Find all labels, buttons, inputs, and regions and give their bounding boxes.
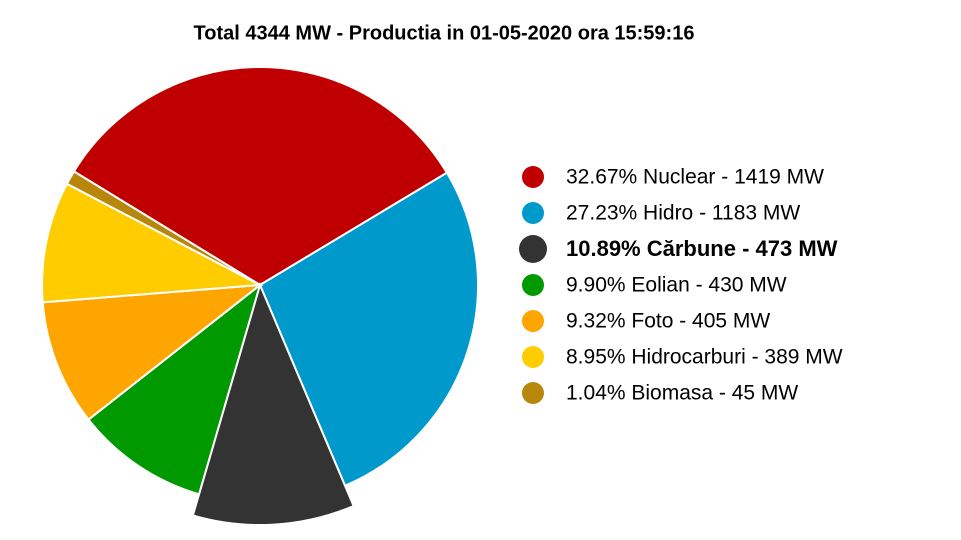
pie <box>41 66 479 526</box>
legend: 32.67% Nuclear - 1419 MW 27.23% Hidro - 1… <box>519 166 843 405</box>
pie-slice <box>41 283 264 421</box>
pie-slice <box>87 282 262 496</box>
legend-marker <box>522 310 544 332</box>
pie-slice <box>191 282 355 526</box>
legend-label: 1.04% Biomasa - 45 MW <box>566 382 798 405</box>
pie-slice <box>72 66 449 287</box>
pie-slice <box>258 171 479 488</box>
pie-slice <box>41 182 264 304</box>
legend-label: 10.89% Cărbune - 473 MW <box>566 236 838 261</box>
legend-marker <box>522 382 544 404</box>
legend-marker <box>522 202 544 224</box>
legend-marker <box>522 346 544 368</box>
legend-label: 9.90% Eolian - 430 MW <box>566 274 787 297</box>
chart-title: Total 4344 MW - Productia in 01-05-2020 … <box>194 22 695 44</box>
legend-label: 9.32% Foto - 405 MW <box>566 310 770 333</box>
legend-marker <box>519 235 547 263</box>
pie-slice <box>65 170 261 286</box>
legend-label: 27.23% Hidro - 1183 MW <box>566 202 800 225</box>
legend-marker <box>522 274 544 296</box>
legend-label: 32.67% Nuclear - 1419 MW <box>566 166 824 189</box>
legend-label: 8.95% Hidrocarburi - 389 MW <box>566 346 843 369</box>
legend-marker <box>522 166 544 188</box>
